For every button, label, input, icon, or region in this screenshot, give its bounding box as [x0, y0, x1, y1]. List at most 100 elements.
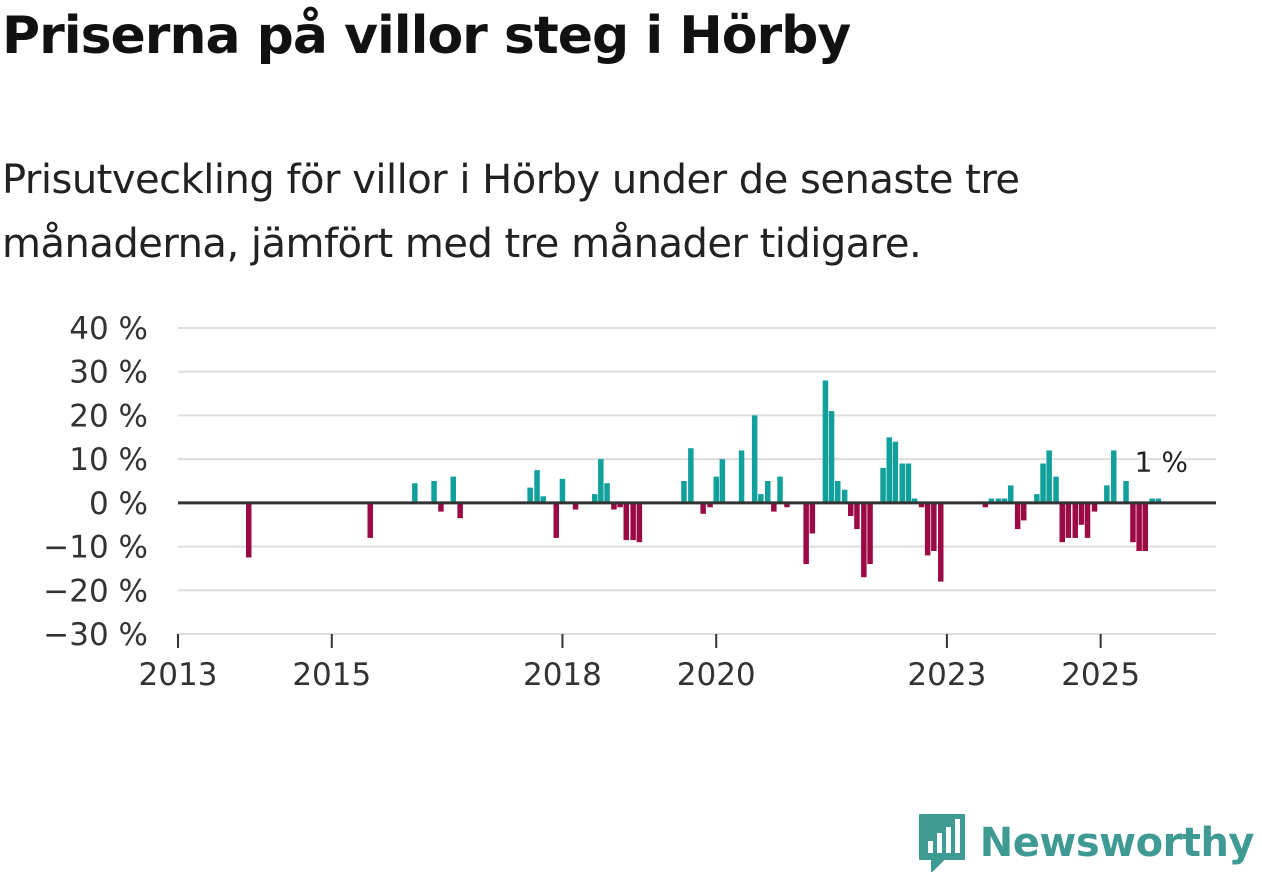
bar [1104, 485, 1110, 503]
bar [713, 476, 719, 503]
bar [1065, 502, 1072, 538]
x-tick-label: 2023 [907, 657, 986, 693]
bar [988, 498, 995, 503]
bar [777, 476, 783, 503]
bar [412, 483, 418, 503]
bar [1123, 481, 1129, 503]
y-tick-label: 40 % [69, 311, 148, 347]
bar [905, 463, 912, 503]
x-tick-label: 2025 [1061, 657, 1140, 693]
bar [1059, 502, 1065, 543]
bar [867, 502, 873, 565]
bar [771, 502, 777, 512]
bar [938, 502, 944, 582]
bar [457, 502, 463, 519]
bar [899, 463, 905, 503]
bar [707, 502, 713, 508]
bar [886, 437, 892, 503]
bar [1014, 502, 1021, 530]
bar [738, 450, 745, 503]
bar [1111, 450, 1117, 503]
bar [246, 502, 252, 558]
chart-subtitle: Prisutveckling för villor i Hörby under … [2, 157, 1020, 267]
bar [598, 459, 604, 503]
bar [367, 502, 373, 538]
y-tick-label: −10 % [43, 530, 148, 566]
bar [982, 502, 989, 508]
y-tick-label: −30 % [43, 617, 148, 653]
y-axis: 40 % 30 % 20 % 10 % 0 % −10 % −20 % −30 % [43, 311, 148, 653]
newsworthy-logo-icon [918, 814, 965, 872]
x-axis: 2013 2015 2018 2020 2023 2025 [139, 634, 1140, 693]
bar [848, 502, 854, 516]
bar [559, 478, 566, 503]
bar [751, 415, 758, 503]
bar [765, 481, 771, 503]
bar [822, 380, 829, 503]
bar [1072, 502, 1078, 538]
newsworthy-logo[interactable]: Newsworthy [918, 813, 1255, 873]
bar [1149, 498, 1155, 503]
newsworthy-logo-text: Newsworthy [979, 820, 1255, 866]
bar [1040, 463, 1046, 503]
x-tick-label: 2013 [139, 657, 218, 693]
bar [924, 502, 931, 556]
bar [1001, 498, 1008, 503]
bar [841, 489, 848, 503]
bar [681, 481, 687, 503]
x-tick-label: 2018 [523, 657, 602, 693]
bar [604, 483, 610, 503]
bar [880, 467, 886, 503]
bar [592, 494, 598, 503]
annotations: 1 % [1133, 443, 1190, 480]
bar [431, 481, 437, 503]
bar [623, 502, 629, 541]
x-tick-label: 2020 [677, 657, 756, 693]
bar [758, 494, 764, 503]
bar [572, 502, 579, 510]
bar [835, 481, 841, 503]
y-tick-label: 10 % [69, 442, 148, 478]
bar [1034, 494, 1040, 503]
bar [911, 498, 918, 503]
y-tick-label: −20 % [43, 573, 148, 609]
bar [450, 476, 456, 503]
bar [688, 448, 694, 503]
bar [803, 502, 809, 565]
bar [1053, 476, 1059, 503]
bar [719, 459, 726, 503]
y-tick-label: 0 % [89, 486, 148, 522]
bar [540, 496, 546, 503]
bar [931, 502, 937, 551]
bar [854, 502, 860, 530]
bar-chart: 40 %30 %20 %10 %0 %−10 %−20 %−30 % 2013 2… [43, 311, 1216, 693]
bar [1130, 502, 1136, 543]
bar [995, 498, 1002, 503]
bar [553, 502, 559, 538]
bar [611, 502, 617, 510]
bar [828, 411, 835, 503]
bar [861, 502, 867, 578]
bar [809, 502, 816, 534]
bar [1136, 502, 1142, 551]
bar [1021, 502, 1027, 521]
bar [892, 441, 899, 503]
y-tick-label: 20 % [69, 398, 148, 434]
last-value-label: 1 % [1135, 445, 1188, 478]
bar [527, 487, 533, 503]
bar [630, 502, 636, 541]
y-tick-label: 30 % [69, 355, 148, 391]
bar [1046, 450, 1052, 503]
bar [1091, 502, 1098, 512]
bar [534, 470, 540, 503]
chart-title: Priserna på villor steg i Hörby [2, 6, 851, 66]
bar [918, 502, 925, 508]
bar [1008, 485, 1014, 503]
bar [1084, 502, 1091, 538]
bar [1155, 498, 1162, 503]
x-tick-label: 2015 [292, 657, 371, 693]
bar [438, 502, 444, 512]
bar [617, 502, 623, 508]
bars [246, 380, 1162, 582]
bar [636, 502, 643, 543]
